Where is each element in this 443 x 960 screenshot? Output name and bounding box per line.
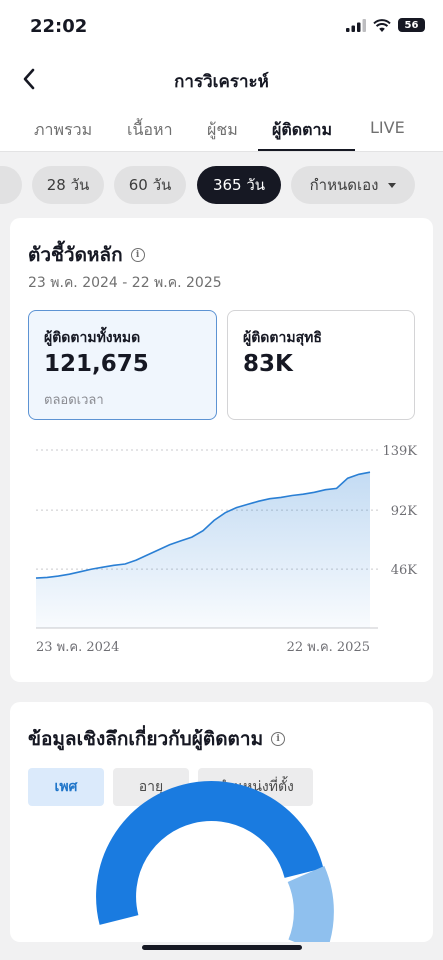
signal-icon: [346, 18, 366, 32]
range-chip-60-days[interactable]: 60 วัน: [114, 166, 186, 204]
range-chip-7-days[interactable]: [0, 166, 22, 204]
status-icons: 56: [346, 18, 425, 32]
tab-viewers[interactable]: ผู้ชม: [207, 120, 238, 139]
range-chip-28-days[interactable]: 28 วัน: [32, 166, 104, 204]
chart-series-line: [35, 471, 371, 579]
metric-value: 121,675: [44, 351, 149, 377]
caret-down-icon: [388, 182, 397, 188]
range-chip-365-days[interactable]: 365 วัน: [197, 166, 281, 204]
chevron-left-icon: [23, 68, 35, 90]
x-tick-label-end: 22 พ.ค. 2025: [287, 640, 370, 655]
metric-value: 83K: [243, 351, 293, 377]
analytics-tabs: ภาพรวม เนื้อหา ผู้ชม ผู้ติดตาม LIVE: [0, 104, 443, 152]
followers-chart: 139K 92K 46K 23 พ.ค. 2024 22 พ.ค. 2025: [35, 444, 418, 655]
pill-gender[interactable]: เพศ: [28, 768, 104, 806]
status-bar: 22:02 56: [0, 0, 443, 54]
back-button[interactable]: [14, 64, 44, 94]
range-chip-custom-label: กำหนดเอง: [309, 176, 379, 194]
status-time: 22:02: [30, 16, 88, 37]
y-tick-label: 46K: [391, 563, 418, 578]
insights-title: ข้อมูลเชิงลึกเกี่ยวกับผู้ติดตาม i: [28, 724, 286, 754]
donut-segment-secondary: [287, 865, 334, 942]
wifi-icon: [373, 18, 391, 32]
metric-label: ผู้ติดตามสุทธิ: [243, 330, 322, 346]
key-metrics-card: ตัวชี้วัดหลัก i 23 พ.ค. 2024 - 22 พ.ค. 2…: [10, 218, 433, 682]
info-icon[interactable]: i: [130, 248, 145, 262]
metric-sub: ตลอดเวลา: [44, 393, 104, 408]
range-chip-custom[interactable]: กำหนดเอง: [291, 166, 415, 204]
metric-label: ผู้ติดตามทั้งหมด: [44, 330, 141, 346]
tab-overview[interactable]: ภาพรวม: [34, 120, 93, 139]
tab-live[interactable]: LIVE: [370, 118, 405, 137]
donut-segment-primary: [96, 781, 324, 925]
page-title: การวิเคราะห์: [174, 72, 269, 92]
chart-area-fill: [36, 472, 370, 628]
gender-donut-chart: [96, 781, 334, 942]
tab-content[interactable]: เนื้อหา: [127, 120, 173, 139]
key-metrics-title: ตัวชี้วัดหลัก i: [28, 240, 145, 270]
metric-total-followers[interactable]: ผู้ติดตามทั้งหมด 121,675 ตลอดเวลา: [28, 310, 217, 420]
nav-bar: การวิเคราะห์: [0, 54, 443, 104]
x-tick-label-start: 23 พ.ค. 2024: [36, 640, 119, 655]
y-tick-label: 92K: [391, 504, 418, 519]
home-indicator: [142, 945, 302, 950]
insights-title-text: ข้อมูลเชิงลึกเกี่ยวกับผู้ติดตาม: [28, 728, 264, 750]
y-tick-label: 139K: [382, 444, 417, 459]
tab-followers[interactable]: ผู้ติดตาม: [272, 120, 333, 139]
date-range-selector: 28 วัน 60 วัน 365 วัน กำหนดเอง: [0, 152, 443, 218]
battery-icon: 56: [398, 18, 425, 32]
date-range-text: 23 พ.ค. 2024 - 22 พ.ค. 2025: [28, 275, 222, 291]
active-tab-indicator: [258, 149, 355, 151]
metric-net-followers[interactable]: ผู้ติดตามสุทธิ 83K: [227, 310, 415, 420]
follower-insights-card: ข้อมูลเชิงลึกเกี่ยวกับผู้ติดตาม i เพศ อา…: [10, 702, 433, 942]
info-icon[interactable]: i: [271, 732, 286, 746]
key-metrics-title-text: ตัวชี้วัดหลัก: [28, 244, 123, 266]
